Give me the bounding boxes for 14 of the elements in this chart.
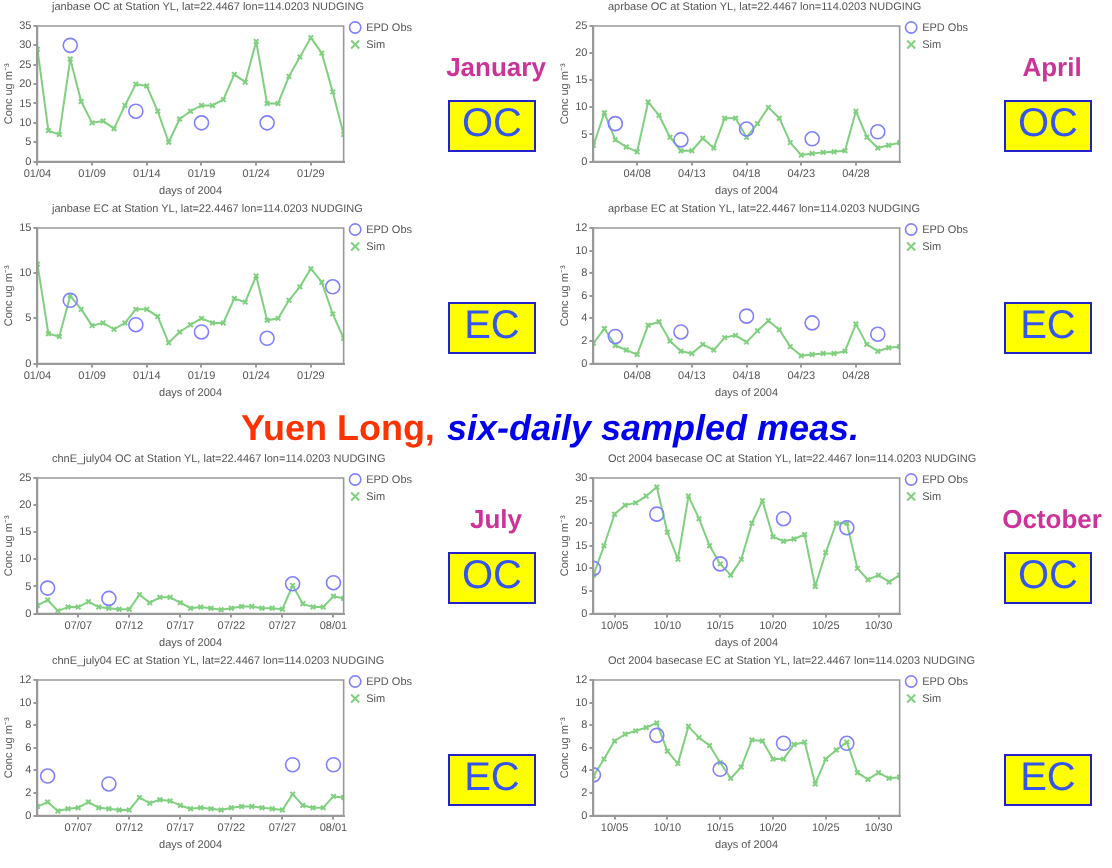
- text: EC: [1004, 754, 1092, 806]
- text: Yuen Long,: [240, 408, 435, 448]
- text: EC: [1004, 302, 1092, 354]
- text: six-daily sampled meas.: [446, 408, 860, 448]
- text: OC: [1004, 552, 1092, 604]
- text: OC: [448, 552, 536, 604]
- text: October: [1000, 504, 1104, 534]
- text: OC: [1004, 100, 1092, 152]
- text: January: [444, 52, 548, 82]
- text: OC: [448, 100, 536, 152]
- text: EC: [448, 302, 536, 354]
- text: July: [467, 504, 524, 534]
- text: April: [1020, 52, 1084, 82]
- text: EC: [448, 754, 536, 806]
